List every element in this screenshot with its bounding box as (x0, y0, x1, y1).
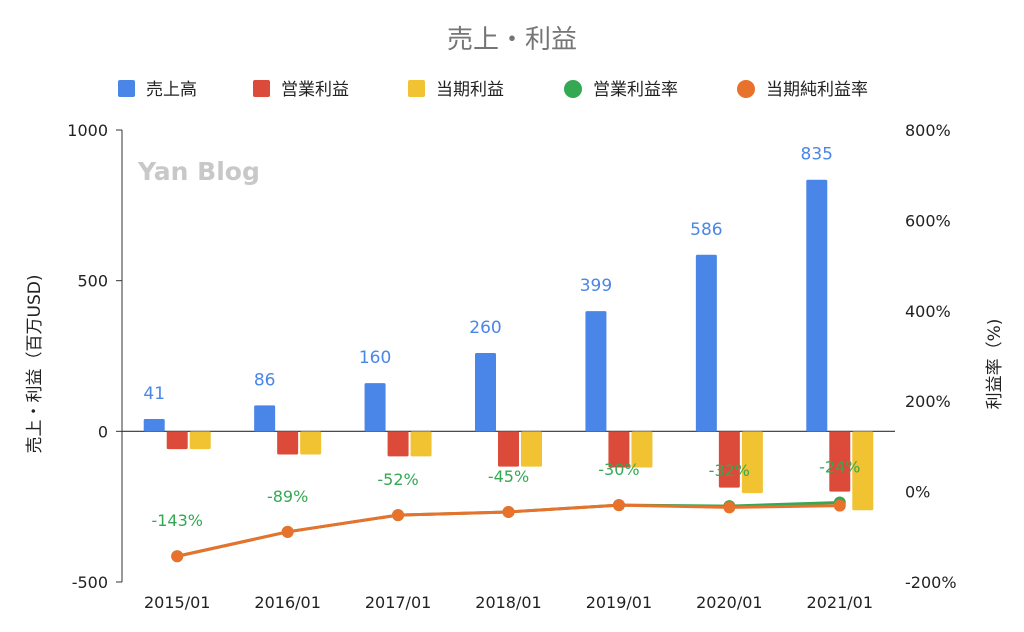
axes: -500 0 500 1000 -200% 0% 200% 400% 600% 800% 2015/… (67, 121, 956, 612)
line-point (281, 525, 294, 538)
bar (585, 311, 607, 432)
legend-label: 営業利益率 (593, 80, 678, 100)
x-tick-label: 2015/01 (144, 593, 210, 612)
chart-title: 売上・利益 (447, 25, 577, 55)
bar (498, 431, 519, 467)
y2-tick-label: 0% (905, 483, 930, 502)
bar (189, 431, 211, 450)
bar (718, 431, 740, 488)
x-tick-label: 2021/01 (807, 593, 873, 612)
y2-tick-label: 200% (905, 392, 951, 411)
bar (521, 431, 542, 467)
x-tick-label: 2020/01 (696, 593, 762, 612)
legend-swatch (737, 80, 755, 98)
bar (166, 431, 188, 450)
x-tick-label: 2019/01 (586, 593, 652, 612)
rate-value-label: -30% (598, 460, 639, 479)
y-tick-label: 0 (98, 422, 108, 441)
bar-value-label: 86 (254, 370, 276, 390)
legend-swatch (253, 80, 270, 97)
bar (741, 431, 763, 494)
bar (806, 179, 828, 432)
line-point (171, 550, 184, 563)
data-labels: 41 86 160 260 399 586 835 -143% -89% -52% -45% -30%… (143, 145, 860, 531)
y2-axis-title: 利益率（%) (985, 319, 1005, 410)
x-tick-label: 2017/01 (365, 593, 431, 612)
line-point (612, 499, 625, 512)
bar (254, 405, 276, 432)
bar (300, 431, 322, 455)
rate-value-label: -45% (488, 467, 529, 486)
bar (608, 431, 630, 468)
line-point (392, 509, 405, 522)
y-tick-label: 1000 (67, 121, 108, 140)
rate-value-label: -89% (267, 487, 308, 506)
legend-label: 売上高 (146, 80, 197, 100)
y-axis-title: 売上・利益（百万USD) (25, 275, 45, 454)
y2-tick-label: 600% (905, 211, 951, 230)
rate-lines (171, 496, 846, 563)
bar-value-label: 586 (690, 220, 722, 240)
bar (829, 431, 851, 492)
legend-swatch (408, 80, 425, 97)
x-tick-label: 2016/01 (254, 593, 320, 612)
bar (852, 431, 874, 511)
bar-value-label: 260 (469, 318, 501, 338)
y-tick-label: -500 (72, 573, 108, 592)
bar-value-label: 835 (801, 145, 833, 165)
bar (277, 431, 299, 455)
y2-tick-label: 800% (905, 121, 951, 140)
rate-value-label: -32% (709, 461, 750, 480)
legend-swatch (564, 80, 582, 98)
bar (631, 431, 653, 468)
bar-value-label: 160 (359, 348, 391, 368)
line-point (502, 505, 515, 518)
y2-tick-label: 400% (905, 302, 951, 321)
legend-label: 当期利益 (436, 80, 504, 100)
legend: 売上高 営業利益 当期利益 営業利益率 当期純利益率 (118, 80, 868, 100)
rate-value-label: -52% (377, 470, 418, 489)
bar (475, 352, 496, 432)
rate-value-label: -24% (819, 457, 860, 476)
bar-value-label: 399 (580, 276, 612, 296)
line-point (833, 499, 846, 512)
bar (143, 418, 165, 432)
bar (410, 431, 432, 457)
x-tick-label: 2018/01 (475, 593, 541, 612)
bar (364, 383, 386, 432)
bars (143, 179, 874, 511)
bar-value-label: 41 (143, 384, 165, 404)
watermark-text: Yan Blog (137, 157, 260, 186)
y-tick-label: 500 (77, 272, 108, 291)
legend-label: 営業利益 (281, 80, 349, 100)
bar (695, 254, 717, 432)
legend-swatch (118, 80, 135, 97)
bar (387, 431, 409, 457)
rate-value-label: -143% (151, 511, 203, 530)
y2-tick-label: -200% (905, 573, 957, 592)
legend-label: 当期純利益率 (766, 80, 868, 100)
line-point (723, 501, 736, 514)
